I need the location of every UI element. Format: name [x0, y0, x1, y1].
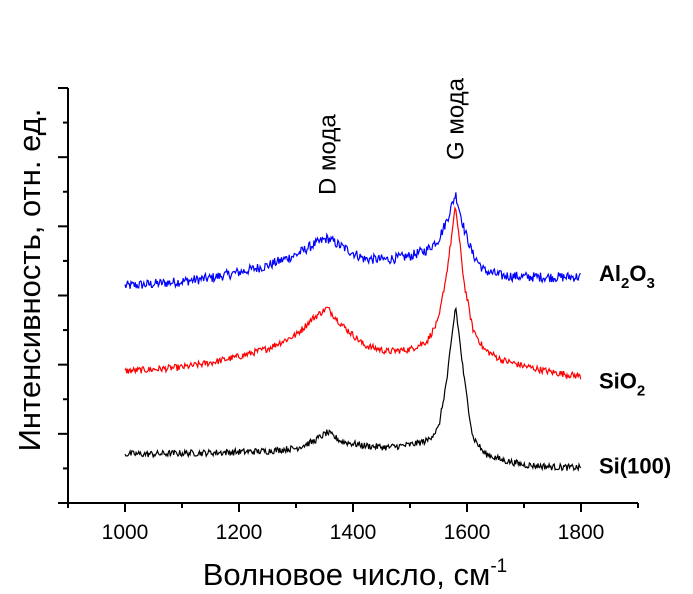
chart-text: Интенсивность, отн. ед. Волновое число, … — [12, 77, 671, 592]
x-tick-label: 1600 — [444, 521, 491, 544]
x-tick-label: 1400 — [330, 521, 377, 544]
series-label-part: Al — [599, 261, 621, 286]
series-label-part: SiO — [599, 368, 637, 393]
x-axis-title-sup: -1 — [490, 556, 507, 577]
series-label: SiO2 — [599, 368, 645, 399]
x-tick-label: 1000 — [102, 521, 149, 544]
x-axis-title: Волновое число, см-1 — [203, 556, 508, 592]
series-lines — [124, 192, 582, 472]
x-tick-label: 1800 — [558, 521, 605, 544]
series-label-part: Si(100) — [599, 454, 671, 479]
series-line — [124, 205, 582, 380]
series-label-part: 2 — [637, 382, 645, 399]
series-line — [124, 192, 581, 289]
x-axis-title-main: Волновое число, см — [203, 557, 491, 592]
series-label: Si(100) — [599, 454, 671, 479]
series-label-part: 3 — [646, 275, 654, 292]
peak-annotation: G мода — [443, 77, 470, 160]
series-label-part: O — [629, 261, 646, 286]
y-axis-title: Интенсивность, отн. ед. — [12, 109, 47, 452]
axes — [58, 87, 639, 512]
series-line — [124, 306, 582, 472]
peak-annotation: D мода — [314, 114, 341, 195]
series-label: Al2O3 — [599, 261, 655, 292]
series-label-part: 2 — [621, 275, 629, 292]
x-tick-label: 1200 — [216, 521, 263, 544]
